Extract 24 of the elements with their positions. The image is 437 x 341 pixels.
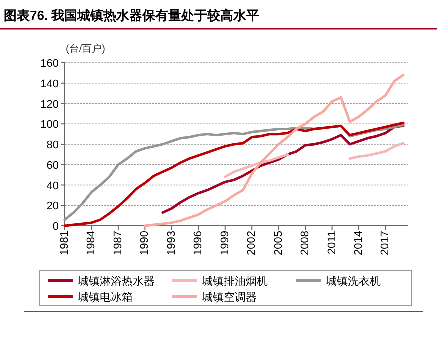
- y-tick-label: 100: [40, 119, 59, 132]
- y-tick-label: 20: [46, 200, 59, 213]
- x-tick-label: 1984: [86, 231, 98, 256]
- y-tick-label: 0: [52, 221, 59, 233]
- y-tick-label: 140: [40, 78, 59, 90]
- ylabel: (台/百户): [66, 44, 106, 55]
- x-tick-label: 1993: [166, 231, 178, 256]
- x-tick-label: 1981: [59, 231, 71, 256]
- x-tick-label: 2014: [353, 231, 365, 256]
- x-tick-label: 2008: [300, 231, 312, 256]
- x-tick-label: 2005: [272, 231, 285, 256]
- x-tick-label: 2002: [246, 231, 258, 256]
- x-tick-label: 1990: [139, 231, 152, 256]
- title: 图表76. 我国城镇热水器保有量处于较高水平: [4, 8, 260, 23]
- y-tick-label: 80: [46, 140, 59, 152]
- x-tick-label: 1987: [112, 231, 124, 256]
- y-tick-label: 160: [40, 58, 59, 70]
- y-tick-label: 40: [46, 180, 59, 192]
- y-tick-label: 120: [40, 98, 59, 111]
- x-tick-label: 2017: [380, 231, 392, 256]
- x-tick-label: 1999: [219, 231, 232, 256]
- x-tick-label: 1996: [192, 231, 205, 256]
- x-tick-label: 2011: [326, 231, 338, 255]
- y-tick-label: 60: [46, 160, 59, 172]
